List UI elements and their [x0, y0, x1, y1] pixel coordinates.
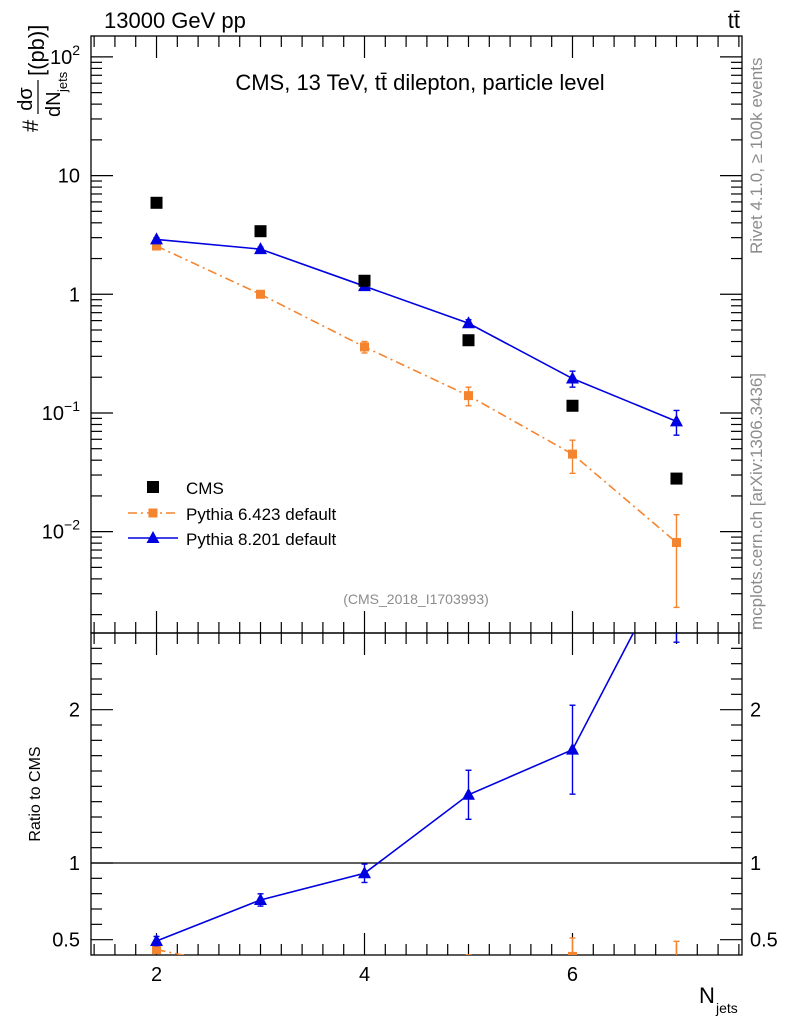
ratio-pythia8-point	[461, 787, 475, 800]
main-pythia6-point	[671, 538, 681, 548]
main-cms-point	[254, 225, 267, 238]
main-pythia6-point	[567, 449, 577, 459]
main-y-tick-label: 1	[69, 284, 80, 306]
legend-pythia8-marker	[146, 531, 160, 543]
legend-cms-marker	[147, 481, 159, 493]
main-cms-point	[358, 274, 371, 287]
main-pythia6-point	[360, 342, 370, 352]
rivet-version-label: Rivet 4.1.0, ≥ 100k events	[747, 58, 766, 254]
legend-label-cms: CMS	[186, 479, 224, 498]
ratio-panel-frame	[90, 632, 743, 956]
ratio-pythia8-point	[150, 934, 164, 947]
analysis-watermark: (CMS_2018_I1703993)	[343, 591, 489, 607]
header-beam-label: 13000 GeV pp	[104, 8, 246, 33]
main-pythia6-point	[256, 289, 266, 299]
legend-entry-pythia8: Pythia 8.201 default	[128, 530, 337, 549]
ratio-pythia6-point	[152, 945, 162, 955]
x-label-sub: jets	[715, 1000, 738, 1016]
mcplots-reference-label: mcplots.cern.ch [arXiv:1306.3436]	[747, 373, 766, 630]
main-cms-point	[566, 399, 579, 412]
legend: CMS Pythia 6.423 default Pythia 8.201 de…	[128, 479, 337, 549]
ratio-y-axis-label: Ratio to CMS	[27, 746, 44, 841]
axis-ticks	[91, 36, 742, 955]
legend-label-pythia8: Pythia 8.201 default	[186, 530, 337, 549]
ratio-series-layer	[150, 633, 681, 977]
legend-pythia6-marker	[148, 508, 158, 518]
main-cms-point	[670, 472, 683, 485]
main-pythia6-point	[463, 391, 473, 401]
main-y-tick-label: 10−2	[42, 517, 80, 544]
ratio-y-tick-label-right: 1	[750, 853, 761, 875]
main-pythia8-point	[565, 371, 579, 384]
ratio-pythia6-point	[567, 951, 577, 955]
ratio-y-tick-label-left: 0.5	[52, 930, 80, 952]
legend-label-pythia6: Pythia 6.423 default	[186, 505, 337, 524]
main-pythia8-point	[150, 232, 164, 245]
y-label-denominator: dN	[43, 91, 65, 117]
axis-tick-labels: 102 10 1 10−1 10−2 2 4 6 0.5 0.5 1 1 2 2	[42, 42, 778, 986]
y-label-prefix: #	[18, 119, 43, 132]
main-y-tick-label: 10−1	[42, 398, 80, 425]
main-y-tick-label: 10	[58, 166, 80, 188]
main-pythia8-point	[669, 414, 683, 427]
main-y-axis-label: # dσ dN jets [(pb)]	[15, 25, 70, 132]
x-tick-label: 2	[151, 964, 162, 986]
ratio-pythia6-point	[672, 968, 681, 977]
x-tick-label: 6	[567, 964, 578, 986]
ratio-pythia8-line	[156, 633, 635, 942]
x-label-main: N	[699, 983, 715, 1008]
legend-entry-pythia6: Pythia 6.423 default	[128, 505, 337, 524]
y-label-denominator-sub: jets	[55, 71, 70, 93]
main-pythia6-line	[156, 245, 678, 544]
header-process-label: tt̄	[728, 8, 740, 33]
ratio-y-tick-label-right: 2	[750, 700, 761, 722]
ratio-pythia8-point	[254, 892, 268, 905]
x-axis-label: N jets	[699, 983, 738, 1016]
main-cms-point	[150, 196, 163, 209]
main-pythia8-point	[254, 242, 268, 255]
y-label-unit: [(pb)]	[24, 25, 49, 76]
main-pythia6-point	[152, 241, 162, 251]
ratio-y-tick-label-right: 0.5	[750, 930, 778, 952]
ratio-y-tick-label-left: 1	[69, 853, 80, 875]
main-pythia8-point	[461, 316, 475, 329]
ratio-pythia8-point	[565, 742, 579, 755]
main-series-layer	[150, 196, 683, 609]
main-y-tick-label: 102	[50, 42, 80, 69]
main-cms-point	[462, 334, 475, 347]
x-tick-label: 4	[359, 964, 370, 986]
y-label-numerator: dσ	[15, 87, 37, 111]
legend-entry-cms: CMS	[147, 479, 224, 498]
main-pythia8-line	[156, 238, 677, 423]
ratio-pythia6-point	[464, 960, 473, 969]
ratio-pythia6-line	[156, 948, 187, 955]
ratio-pythia8-point	[358, 866, 372, 879]
ratio-y-tick-label-left: 2	[69, 700, 80, 722]
main-title: CMS, 13 TeV, tt̄ dilepton, particle leve…	[235, 70, 604, 95]
ratio-pythia6-point	[256, 967, 265, 976]
